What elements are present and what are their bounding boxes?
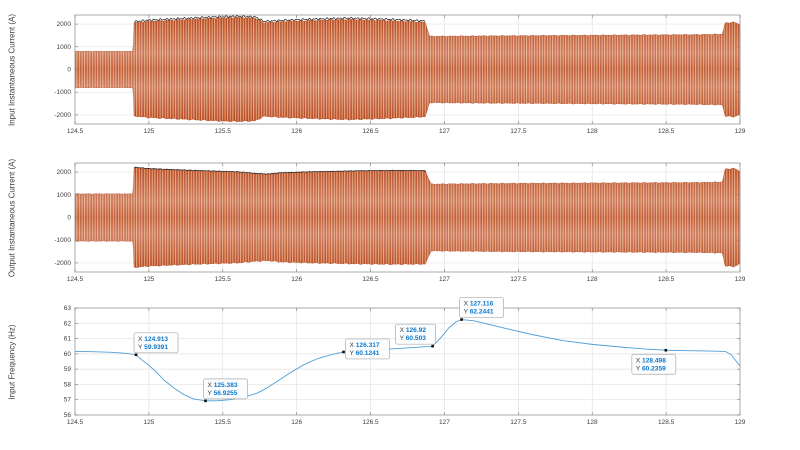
datatip[interactable]: X 126.92Y 60.503 <box>395 323 436 348</box>
x-tick-label: 127 <box>439 276 450 283</box>
x-tick-label: 127.5 <box>510 419 527 426</box>
datatip-box[interactable] <box>345 338 390 360</box>
y-tick-label: 56 <box>64 412 72 419</box>
output-current-waveform <box>74 166 741 268</box>
output-current-axes[interactable]: 124.5 125 125.5 126 126.5 127 127.5 128 128.5 129… <box>54 162 746 283</box>
output-current-ylabel: Output Instantaneous Current (A) <box>7 158 17 278</box>
datatip-text: Y 59.9391 <box>138 344 168 351</box>
x-tick-label: 125 <box>143 419 154 426</box>
x-tick-label: 128 <box>587 419 598 426</box>
x-tick-label: 128 <box>587 128 598 135</box>
datatip-text: Y 60.1241 <box>350 350 380 357</box>
y-tick-label: 62 <box>64 320 72 327</box>
x-tick-label: 127 <box>439 419 450 426</box>
y-tick-label: 0 <box>67 67 71 74</box>
x-tick-label: 127.5 <box>510 276 527 283</box>
y-tick-label: 58 <box>64 381 72 388</box>
datatip-text: Y 56.9255 <box>207 390 237 397</box>
x-tick-label: 129 <box>735 419 746 426</box>
x-tick-label: 128 <box>587 276 598 283</box>
x-tick-label: 126 <box>291 419 302 426</box>
y-tick-label: -2000 <box>54 112 71 119</box>
datatip-box[interactable] <box>631 353 677 375</box>
datatip-marker[interactable] <box>342 350 345 354</box>
y-tick-label: 2000 <box>57 169 72 176</box>
x-tick-label: 125.5 <box>215 276 232 283</box>
x-tick-label: 124.5 <box>67 276 84 283</box>
y-tick-label: 63 <box>64 305 72 312</box>
x-tick-label: 126.5 <box>362 128 379 135</box>
x-tick-label: 127.5 <box>510 128 527 135</box>
x-tick-label: 128.5 <box>658 128 675 135</box>
x-tick-label: 124.5 <box>67 128 84 135</box>
datatip-marker[interactable] <box>204 399 207 403</box>
x-tick-label: 129 <box>735 128 746 135</box>
y-tick-label: 1000 <box>57 192 72 199</box>
y-tick-label: -1000 <box>54 237 71 244</box>
datatip-marker[interactable] <box>664 348 668 352</box>
y-tick-label: 0 <box>67 215 71 222</box>
x-tick-label: 124.5 <box>67 419 84 426</box>
frequency-ylabel: Input Frequency (Hz) <box>7 324 17 400</box>
x-tick-label: 126 <box>291 128 302 135</box>
y-tick-label: 2000 <box>57 21 72 28</box>
input-frequency-axes[interactable]: 124.5 125 125.5 126 126.5 127 127.5 128 128.5 129… <box>64 297 746 426</box>
datatip-text: X 125.383 <box>207 382 237 389</box>
input-current-ylabel: Input Instantaneous Current (A) <box>7 13 17 127</box>
x-tick-label: 125.5 <box>215 419 232 426</box>
x-tick-label: 128.5 <box>658 419 675 426</box>
datatip-text: X 126.92 <box>400 327 427 334</box>
x-tick-label: 129 <box>735 276 746 283</box>
x-tick-label: 125.5 <box>215 128 232 135</box>
datatip-marker[interactable] <box>431 344 434 348</box>
datatip-box[interactable] <box>395 323 436 345</box>
input-frequency-plot-box[interactable] <box>74 307 741 416</box>
y-tick-label: 59 <box>64 366 72 373</box>
y-tick-label: 1000 <box>57 44 72 51</box>
output-current-peak-envelope <box>134 166 427 175</box>
datatip-box[interactable] <box>203 378 248 400</box>
x-tick-label: 127 <box>439 128 450 135</box>
x-tick-label: 128.5 <box>658 276 675 283</box>
datatip-text: X 126.317 <box>350 342 380 349</box>
x-tick-label: 126.5 <box>362 276 379 283</box>
datatip-text: X 128.498 <box>636 357 666 364</box>
datatip-text: X 124.913 <box>138 336 168 343</box>
x-tick-label: 126.5 <box>362 419 379 426</box>
x-tick-label: 125 <box>143 128 154 135</box>
y-tick-label: 60 <box>64 351 72 358</box>
x-tick-label: 125 <box>143 276 154 283</box>
datatip-box[interactable] <box>459 297 504 318</box>
datatip-text: Y 60.2359 <box>636 365 666 372</box>
datatip-text: Y 60.503 <box>400 335 427 342</box>
datatip-text: X 127.116 <box>464 301 494 308</box>
input-current-peak-envelope <box>133 15 426 23</box>
y-tick-label: 57 <box>64 397 72 404</box>
datatip-box[interactable] <box>133 332 179 354</box>
y-tick-label: -1000 <box>54 89 71 96</box>
input-current-axes[interactable]: 124.5 125 125.5 126 126.5 127 127.5 128 128.5 129… <box>54 14 746 135</box>
input-current-waveform <box>74 15 741 123</box>
x-tick-label: 126 <box>291 276 302 283</box>
datatip-marker[interactable] <box>134 353 138 357</box>
datatip-marker[interactable] <box>460 318 463 321</box>
y-tick-label: 61 <box>64 336 72 343</box>
datatip-text: Y 62.2441 <box>464 309 494 316</box>
y-tick-label: -2000 <box>54 260 71 267</box>
